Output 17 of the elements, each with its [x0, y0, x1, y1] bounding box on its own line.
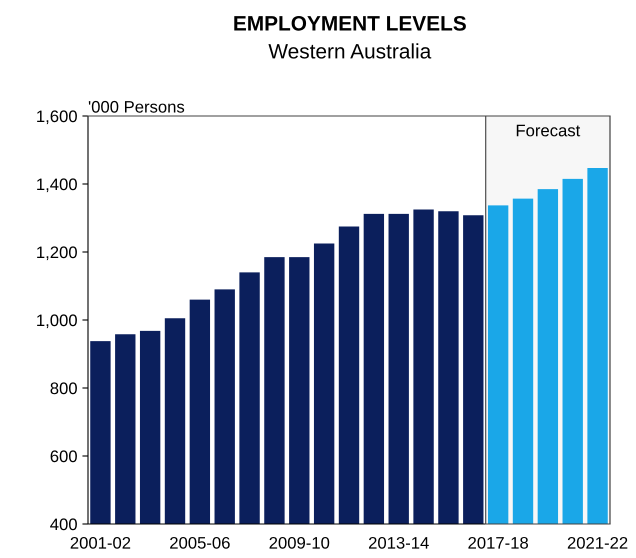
y-tick-label: 600: [50, 450, 77, 462]
chart-title: EMPLOYMENT LEVELS: [234, 16, 466, 31]
y-tick-label: 1,600: [37, 110, 77, 124]
x-tick-label: 2021-22: [568, 536, 628, 549]
y-tick-label: 800: [50, 382, 77, 394]
x-tick-label: 2009-10: [270, 536, 330, 549]
y-axis-title: '000 Persons: [88, 100, 184, 113]
x-tick-label: 2017-18: [468, 536, 528, 549]
x-tick-label: 2013-14: [368, 536, 429, 549]
band-label: Forecast: [516, 124, 580, 136]
x-tick-label: 2005-06: [170, 536, 230, 549]
y-tick-label: 1,000: [37, 314, 77, 328]
y-tick-label: 400: [50, 518, 77, 530]
chart-subtitle: Western Australia: [268, 43, 432, 59]
y-tick-label: 1,200: [37, 246, 77, 260]
x-tick-label: 2001-02: [70, 536, 130, 549]
y-tick-label: 1,400: [37, 178, 77, 192]
